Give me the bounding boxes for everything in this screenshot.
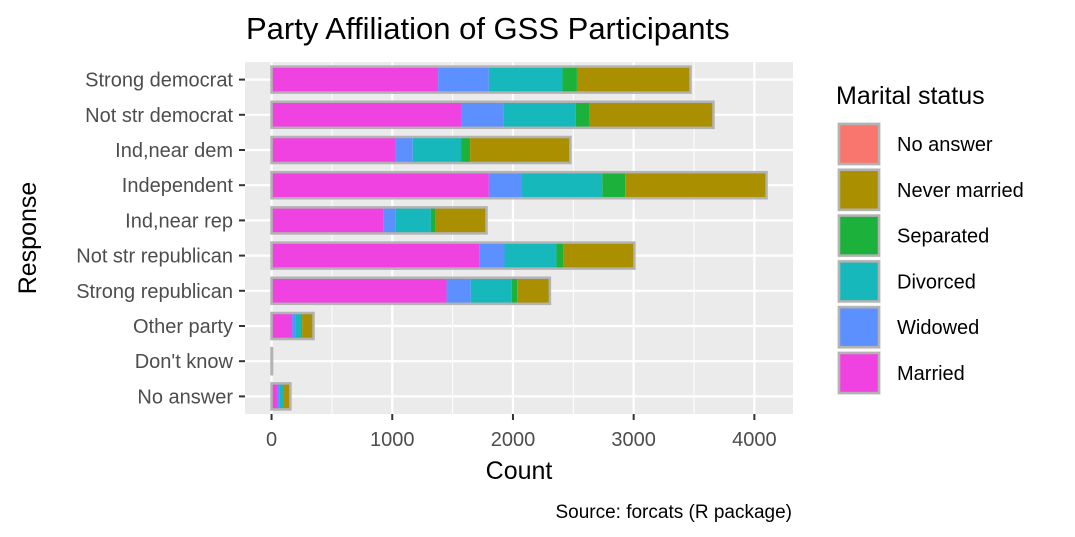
bar-segment [383, 207, 396, 234]
bar-outline [270, 206, 488, 235]
bar-segment [271, 66, 439, 93]
bar-segment [292, 312, 296, 340]
legend-swatch [837, 351, 881, 395]
bar-segment [576, 66, 691, 93]
bar-segment [412, 136, 462, 164]
bar-outline [270, 100, 715, 130]
bar-segment [283, 383, 291, 410]
legend-label: Separated [897, 226, 989, 248]
bars [270, 65, 768, 411]
y-tick-label: Not str republican [76, 246, 233, 268]
x-tick-label: 3000 [611, 429, 656, 451]
y-tick-label: Ind,near rep [125, 210, 233, 232]
bar-segment [521, 172, 603, 199]
bar-segment [279, 383, 284, 410]
x-axis: 0 1000 2000 3000 4000 [266, 414, 777, 451]
bar-segment [271, 383, 278, 410]
bar-segment [625, 172, 767, 199]
legend: Marital status No answer Never married Sep… [836, 82, 1024, 395]
bar-segment [271, 312, 293, 340]
bar-segment [602, 172, 626, 199]
bar-segment [435, 207, 487, 234]
bar-segment [461, 101, 504, 128]
bar-outline [270, 276, 552, 306]
legend-label: Divorced [897, 271, 976, 293]
bar-segment [395, 136, 413, 164]
bar-segment [461, 136, 471, 164]
bar-segment [301, 312, 303, 340]
bar-outline [270, 346, 274, 376]
x-axis-title: Count [486, 457, 553, 485]
y-tick-label: Strong republican [76, 281, 233, 303]
bar-segment [283, 383, 284, 410]
legend-title: Marital status [836, 82, 985, 110]
legend-swatch [837, 260, 881, 303]
y-tick-label: Ind,near dem [115, 140, 233, 162]
legend-label: Widowed [897, 317, 979, 339]
bar-segment [556, 242, 564, 269]
bar-segment [430, 207, 436, 234]
bar-outline [270, 241, 636, 270]
bar-outline [270, 382, 292, 411]
legend-label: No answer [897, 134, 993, 156]
x-tick-label: 0 [266, 429, 277, 451]
bar-segment [563, 242, 635, 269]
bar-segment [302, 312, 314, 340]
bar-segment [395, 207, 431, 234]
bar-segment [517, 277, 550, 304]
bar-segment [271, 207, 384, 234]
legend-swatch [837, 122, 881, 166]
bar-segment [271, 101, 462, 128]
y-tick-label: Not str democrat [85, 105, 233, 127]
bar-segment [277, 383, 280, 410]
bar-segment [488, 66, 563, 93]
x-tick-label: 2000 [491, 429, 536, 451]
legend-swatch [837, 214, 881, 257]
y-tick-label: Strong democrat [85, 70, 233, 92]
bar-segment [504, 242, 557, 269]
bar-segment [488, 172, 522, 199]
x-tick-label: 1000 [370, 429, 415, 451]
y-tick-label: No answer [137, 386, 233, 408]
x-tick-label: 4000 [732, 429, 777, 451]
bar-segment [562, 66, 577, 93]
bar-segment [446, 277, 471, 304]
y-tick-label: Don't know [135, 351, 234, 373]
legend-swatch [837, 168, 881, 212]
bar-outline [270, 135, 572, 165]
bar-segment [470, 136, 571, 164]
y-axis-title: Response [14, 182, 42, 295]
chart-caption: Source: forcats (R package) [555, 502, 792, 523]
bar-segment [271, 277, 447, 304]
bar-segment [511, 277, 518, 304]
bar-segment [438, 66, 489, 93]
bar-segment [295, 312, 302, 340]
bar-segment [271, 242, 480, 269]
bar-segment [575, 101, 590, 128]
legend-swatch [837, 305, 881, 349]
legend-label: Married [897, 363, 965, 385]
y-tick-label: Independent [122, 175, 234, 197]
y-tick-label: Other party [133, 316, 233, 338]
bar-segment [271, 172, 489, 199]
bar-outline [270, 65, 692, 94]
chart-title: Party Affiliation of GSS Participants [246, 11, 730, 46]
bar-segment [271, 136, 396, 164]
y-axis: Strong democrat Not str democrat Ind,near … [76, 70, 245, 408]
bar-segment [479, 242, 505, 269]
bar-segment [589, 101, 714, 128]
legend-label: Never married [897, 180, 1024, 202]
bar-outline [270, 170, 768, 200]
bar-segment [503, 101, 576, 128]
bar-segment [470, 277, 512, 304]
bar-outline [270, 311, 315, 341]
